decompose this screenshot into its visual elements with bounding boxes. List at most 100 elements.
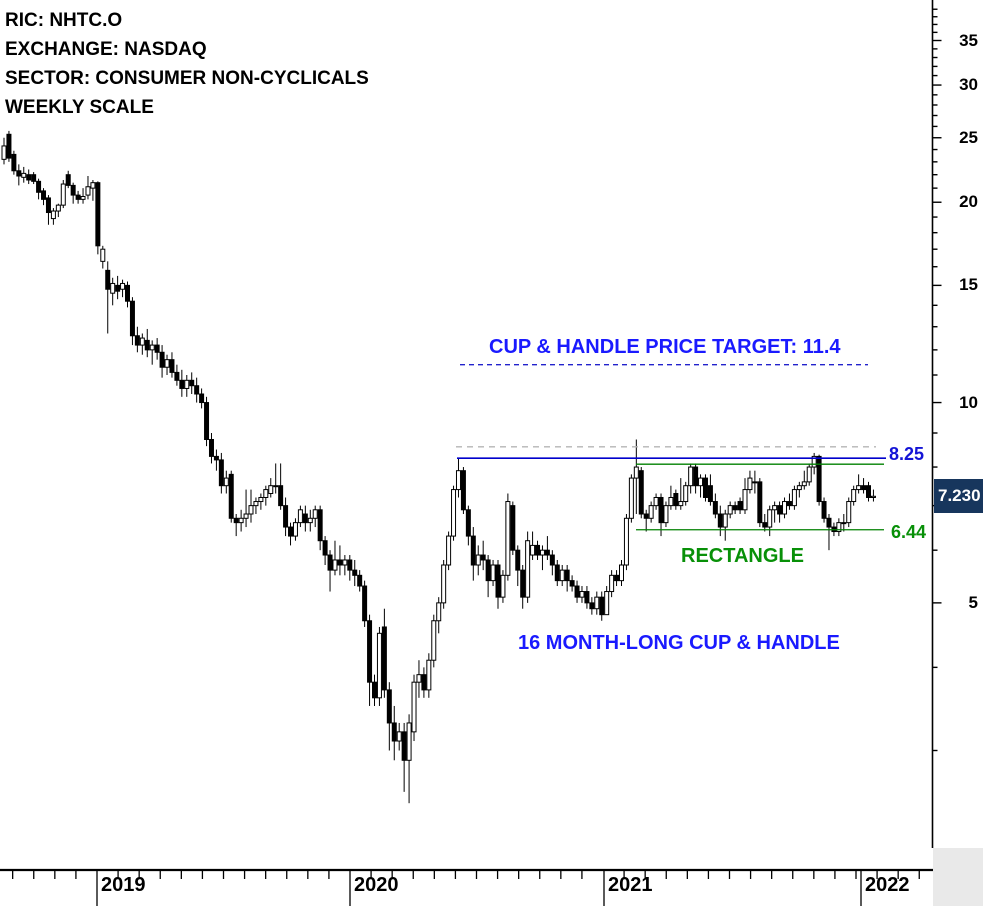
candle-body bbox=[154, 344, 160, 353]
candle-body bbox=[816, 455, 822, 503]
candle-body bbox=[663, 505, 669, 524]
candle-body bbox=[342, 559, 348, 566]
rectangle-annotation: RECTANGLE bbox=[681, 545, 804, 567]
pattern-annotation: 16 MONTH-LONG CUP & HANDLE bbox=[518, 632, 840, 654]
candle-body bbox=[159, 351, 165, 368]
lower-level-label: 6.44 bbox=[891, 522, 927, 542]
candle-body bbox=[199, 393, 205, 404]
upper-level-label: 8.25 bbox=[889, 444, 925, 464]
price-tick-label: 35 bbox=[959, 30, 978, 50]
candle-body bbox=[623, 517, 629, 566]
last-price-badge: 7.230 bbox=[934, 479, 983, 513]
candle-body bbox=[856, 485, 862, 491]
candle-body bbox=[451, 489, 457, 537]
candle-body bbox=[861, 485, 867, 491]
candle-body bbox=[431, 620, 437, 661]
candle-body bbox=[742, 489, 748, 511]
candle-body bbox=[273, 485, 279, 488]
candle-body bbox=[164, 359, 170, 368]
candle-body bbox=[485, 559, 491, 582]
candle-body bbox=[846, 501, 852, 524]
candle-body bbox=[238, 517, 244, 524]
candle-body bbox=[569, 580, 575, 587]
candle-body bbox=[55, 204, 61, 212]
candle-body bbox=[599, 596, 605, 616]
candle-body bbox=[317, 509, 323, 542]
candle-body bbox=[50, 210, 56, 220]
candle-body bbox=[169, 359, 175, 373]
candle-body bbox=[263, 489, 269, 498]
candle-body bbox=[866, 485, 871, 498]
candle-body bbox=[668, 496, 674, 507]
candle-body bbox=[120, 282, 126, 290]
candle-body bbox=[791, 489, 797, 507]
candle-body bbox=[801, 481, 807, 487]
candle-body bbox=[673, 493, 679, 507]
candle-body bbox=[288, 526, 294, 537]
candle-body bbox=[574, 585, 580, 598]
header-exchange: EXCHANGE: NASDAQ bbox=[5, 39, 207, 60]
candle-body bbox=[194, 385, 200, 395]
candle-body bbox=[821, 501, 827, 519]
candle-body bbox=[441, 564, 447, 604]
year-label[interactable]: 2021 bbox=[608, 874, 653, 896]
candle-body bbox=[95, 182, 101, 247]
candle-body bbox=[36, 180, 42, 193]
candle-body bbox=[297, 509, 303, 524]
candle-body bbox=[530, 544, 536, 556]
header-ric: RIC: NHTC.O bbox=[5, 10, 123, 31]
candle-body bbox=[737, 501, 743, 511]
candle-body bbox=[31, 174, 37, 182]
candle-body bbox=[421, 674, 427, 691]
candle-body bbox=[505, 501, 511, 576]
header-sector: SECTOR: CONSUMER NON-CYCLICALS bbox=[5, 68, 369, 89]
candle-body bbox=[26, 174, 32, 181]
candle-body bbox=[396, 731, 402, 742]
candle-body bbox=[490, 564, 496, 582]
candle-body bbox=[579, 591, 585, 598]
candle-body bbox=[747, 477, 753, 491]
candle-body bbox=[722, 513, 728, 528]
candle-body bbox=[312, 509, 318, 519]
candle-body bbox=[480, 554, 486, 561]
candle-body bbox=[115, 284, 121, 292]
candle-body bbox=[653, 496, 659, 507]
candle-body bbox=[515, 549, 521, 571]
candle-body bbox=[174, 371, 180, 381]
candle-body bbox=[762, 522, 768, 528]
candle-body bbox=[352, 569, 358, 576]
price-tick-label: 20 bbox=[959, 192, 978, 212]
candle-body bbox=[643, 513, 649, 519]
candle-body bbox=[688, 466, 694, 487]
candle-body bbox=[609, 574, 615, 593]
candle-body bbox=[554, 564, 560, 582]
candle-body bbox=[278, 485, 284, 507]
candle-body bbox=[139, 337, 145, 346]
candle-body bbox=[732, 505, 738, 511]
candle-body bbox=[258, 496, 264, 503]
year-label[interactable]: 2019 bbox=[101, 874, 146, 896]
candle-body bbox=[253, 501, 259, 507]
year-label[interactable]: 2020 bbox=[354, 874, 399, 896]
candle-body bbox=[70, 184, 76, 196]
candle-body bbox=[757, 481, 763, 524]
candle-body bbox=[208, 438, 214, 457]
candle-body bbox=[589, 602, 595, 610]
candle-body bbox=[65, 174, 71, 186]
candle-body bbox=[11, 153, 17, 172]
candle-body bbox=[594, 596, 600, 610]
candle-body bbox=[302, 513, 308, 524]
candle-body bbox=[619, 564, 624, 582]
candle-body bbox=[772, 505, 778, 511]
candle-body bbox=[1, 145, 7, 160]
candle-body bbox=[134, 335, 140, 346]
year-label[interactable]: 2022 bbox=[865, 874, 910, 896]
candle-body bbox=[455, 470, 461, 491]
candle-body bbox=[870, 495, 876, 498]
candle-body bbox=[584, 591, 590, 604]
candle-body bbox=[752, 481, 758, 484]
candle-body bbox=[347, 559, 353, 571]
candle-body bbox=[268, 485, 274, 495]
candle-body bbox=[564, 569, 570, 582]
